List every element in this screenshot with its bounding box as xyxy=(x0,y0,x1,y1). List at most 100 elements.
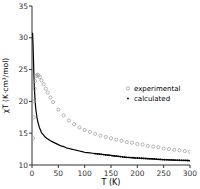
point xyxy=(122,156,124,158)
point xyxy=(172,159,174,161)
x-tick xyxy=(190,165,191,168)
point xyxy=(51,100,54,103)
y-tick-label: 10 xyxy=(18,161,28,170)
point xyxy=(94,132,97,135)
point xyxy=(34,79,37,82)
point xyxy=(130,157,132,159)
point xyxy=(117,155,119,157)
point xyxy=(103,154,105,156)
x-tick-label: 300 xyxy=(183,169,198,178)
point xyxy=(178,149,181,152)
point xyxy=(120,156,122,158)
y-tick-label: 30 xyxy=(18,33,28,42)
point xyxy=(128,157,130,159)
y-axis-label: χT (K·cm³/mol) xyxy=(1,58,10,113)
point xyxy=(153,158,155,160)
point xyxy=(44,87,47,90)
point xyxy=(164,159,166,161)
point xyxy=(151,158,153,160)
point xyxy=(139,157,141,159)
point xyxy=(125,141,128,144)
point xyxy=(113,155,115,157)
point xyxy=(168,159,170,161)
x-tick-label: 50 xyxy=(54,169,64,178)
point xyxy=(152,145,155,148)
x-axis-label: T (K) xyxy=(101,178,121,187)
point xyxy=(105,154,107,156)
x-tick xyxy=(137,165,138,168)
point xyxy=(130,141,133,144)
curve xyxy=(33,33,190,161)
point xyxy=(173,148,176,151)
x-tick-label: 0 xyxy=(30,169,35,178)
point xyxy=(49,96,52,99)
y-tick-label: 25 xyxy=(18,65,28,74)
point xyxy=(115,155,117,157)
legend-marker xyxy=(127,98,129,100)
point xyxy=(158,158,160,160)
point xyxy=(96,153,98,155)
legend-label: experimental xyxy=(134,85,180,93)
point xyxy=(88,130,91,133)
legend-label: calculated xyxy=(134,95,170,103)
point xyxy=(115,138,118,141)
x-tick-label: 250 xyxy=(157,169,172,178)
legend: experimental calculated xyxy=(126,85,180,103)
point xyxy=(167,148,170,151)
x-tick-label: 150 xyxy=(104,169,119,178)
x-tick-label: 100 xyxy=(78,169,93,178)
point xyxy=(185,160,187,162)
chart: 0 50 100 150 200 250 300 10 15 20 25 30 35 T (K) χT (K… xyxy=(0,0,200,189)
point xyxy=(188,150,190,153)
point xyxy=(132,157,134,159)
point xyxy=(146,144,149,147)
point xyxy=(104,135,107,138)
point xyxy=(162,159,164,161)
point xyxy=(183,159,185,161)
x-tick xyxy=(163,165,164,168)
point xyxy=(162,147,165,150)
point xyxy=(46,91,49,94)
point xyxy=(94,153,96,155)
y-tick-label: 20 xyxy=(18,97,28,106)
point xyxy=(166,159,168,161)
point xyxy=(99,153,101,155)
point xyxy=(33,87,36,90)
y-tick-label: 15 xyxy=(18,129,28,138)
point xyxy=(189,160,190,162)
point xyxy=(111,155,113,157)
point xyxy=(179,159,181,161)
point xyxy=(181,159,183,161)
point xyxy=(147,158,149,160)
point xyxy=(145,158,147,160)
point xyxy=(67,119,70,122)
point xyxy=(99,134,102,137)
point xyxy=(126,156,128,158)
point xyxy=(136,157,138,159)
point xyxy=(38,76,41,79)
point xyxy=(124,156,126,158)
point xyxy=(73,123,76,126)
point xyxy=(62,114,65,117)
point xyxy=(170,159,172,161)
point xyxy=(107,154,109,156)
point xyxy=(183,149,186,152)
point xyxy=(187,160,189,162)
y-tick xyxy=(29,69,32,70)
point xyxy=(109,154,111,156)
point xyxy=(42,83,45,86)
point xyxy=(83,128,86,131)
x-tick xyxy=(84,165,85,168)
point xyxy=(40,79,43,82)
point xyxy=(32,116,35,119)
x-tick xyxy=(58,165,59,168)
x-tick-label: 200 xyxy=(130,169,145,178)
point xyxy=(176,159,178,161)
y-tick xyxy=(29,101,32,102)
y-axis xyxy=(32,6,33,165)
y-tick-label: 35 xyxy=(18,2,28,11)
point xyxy=(120,139,123,142)
point xyxy=(149,158,151,160)
point xyxy=(141,143,144,146)
point xyxy=(136,142,139,145)
